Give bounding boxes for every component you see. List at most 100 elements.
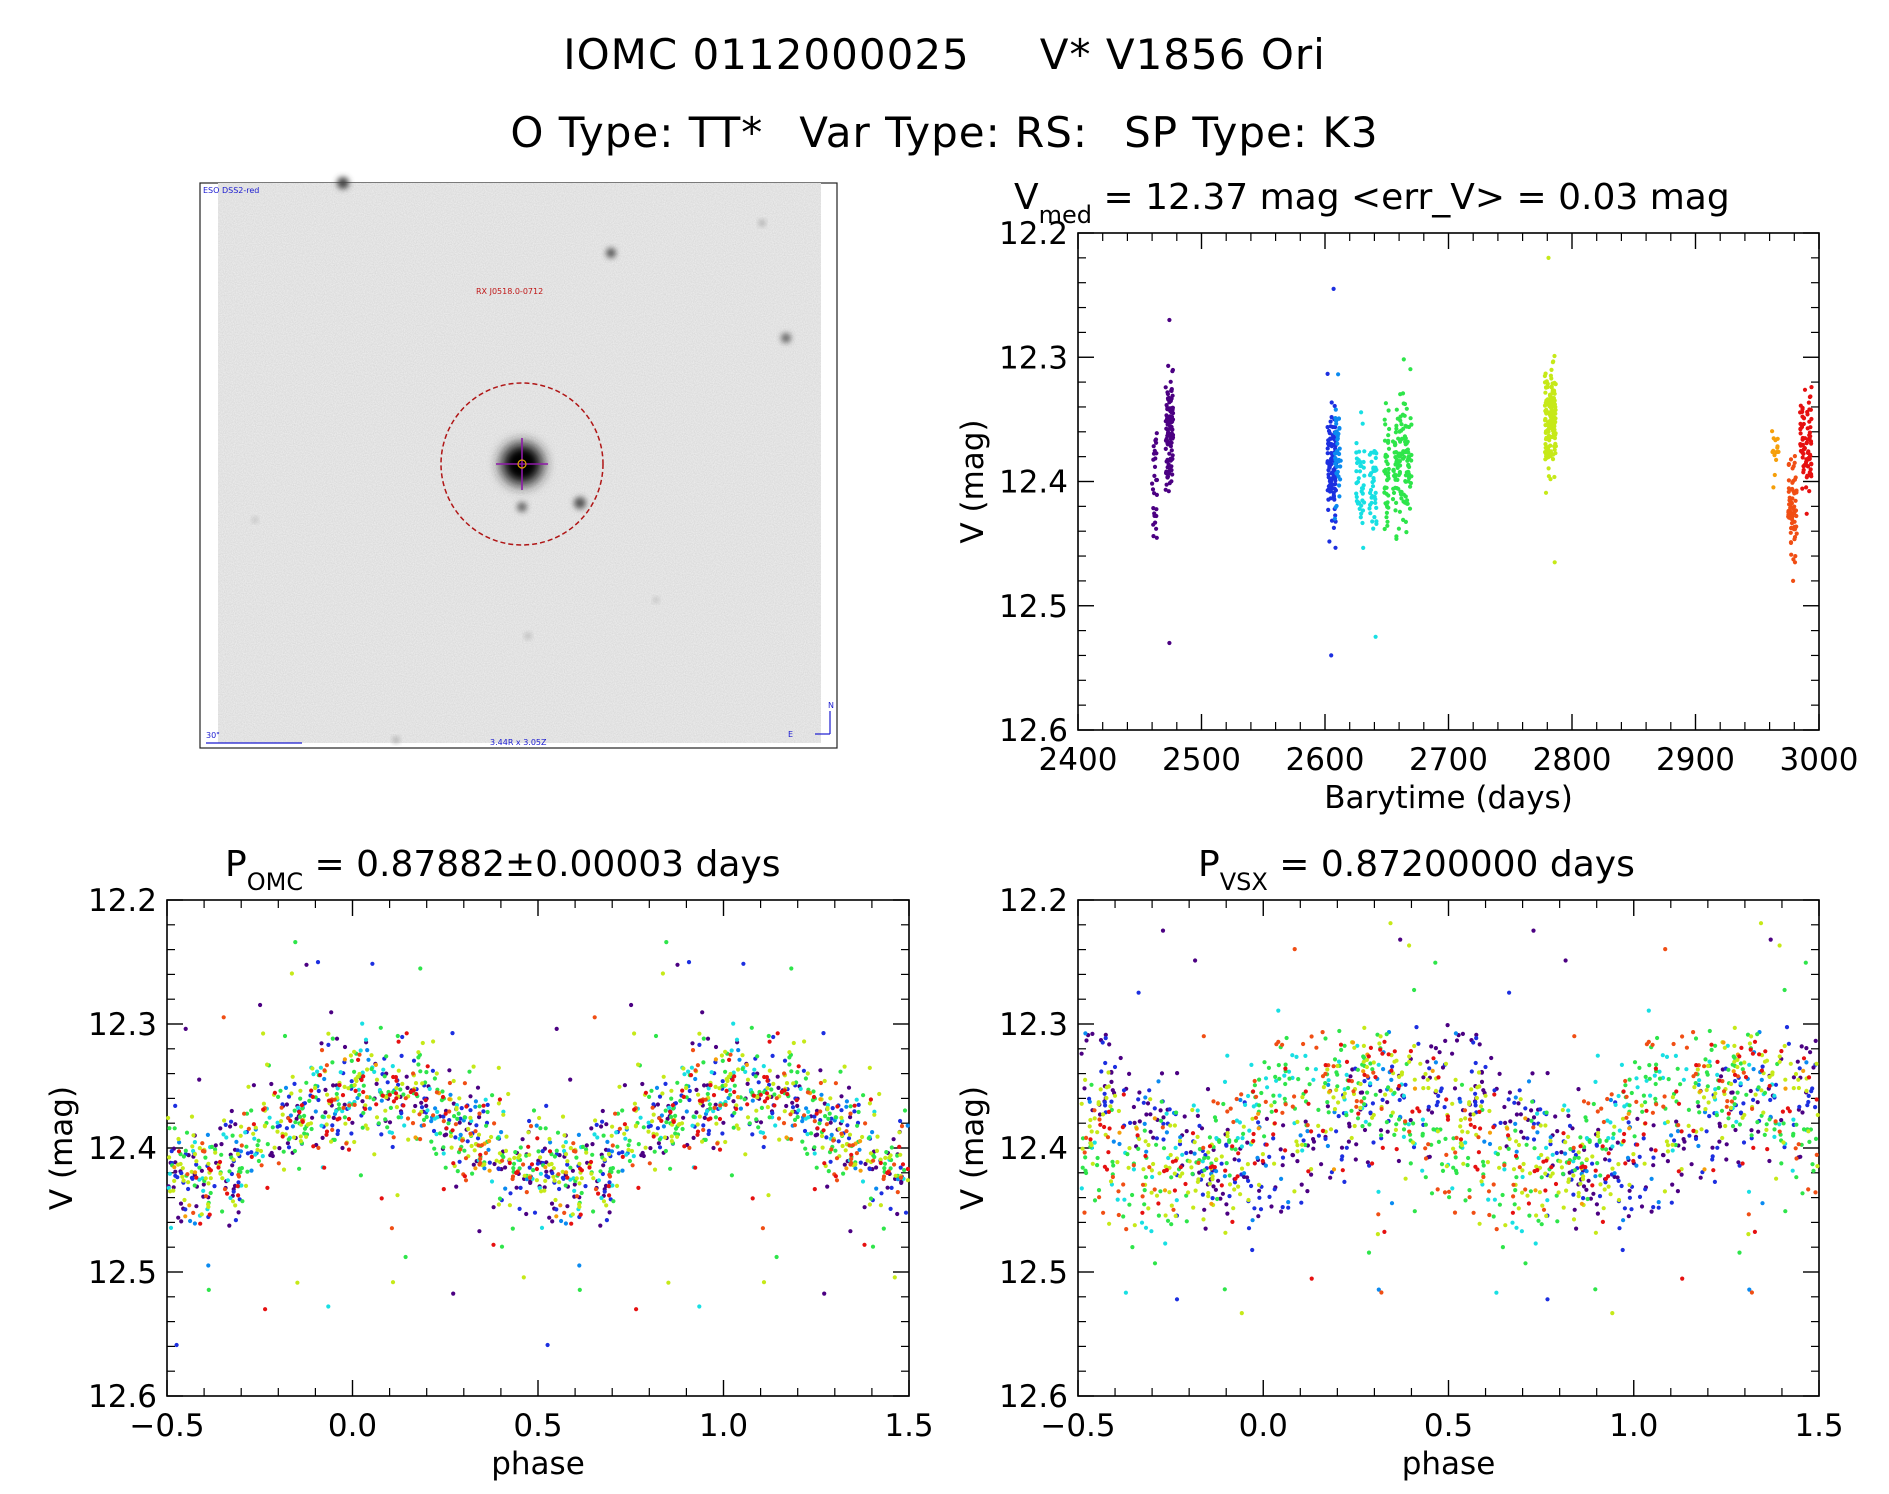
data-point (706, 1128, 712, 1133)
data-point (595, 1135, 600, 1140)
data-point (598, 1169, 603, 1174)
x-tick-label: −0.5 (1040, 1408, 1115, 1444)
data-point (1338, 458, 1343, 463)
data-point (1443, 1038, 1448, 1043)
data-point (1392, 1059, 1397, 1064)
data-point (1158, 1118, 1164, 1123)
y-axis-label: V (mag) (955, 419, 991, 543)
data-point (724, 1088, 729, 1093)
data-point (1122, 1197, 1127, 1202)
data-point (319, 1041, 324, 1046)
data-point (1311, 1077, 1316, 1082)
data-point (1523, 1261, 1528, 1266)
data-point (1653, 1148, 1658, 1153)
center-label: 3.44R x 3.05Z (490, 738, 547, 747)
data-point (1348, 1074, 1353, 1079)
data-point (1440, 1168, 1446, 1173)
data-point (656, 1141, 662, 1146)
data-point (216, 1165, 221, 1170)
data-point (842, 1162, 847, 1167)
data-point (330, 1036, 335, 1041)
data-point (1719, 1108, 1725, 1113)
data-point (1670, 1182, 1675, 1187)
data-point (1403, 1176, 1408, 1181)
data-point (496, 1166, 501, 1172)
data-point (1627, 1077, 1632, 1082)
data-point (701, 1060, 706, 1065)
data-point (1548, 373, 1553, 378)
data-point (1606, 1184, 1611, 1189)
data-point (450, 1031, 455, 1036)
data-point (1292, 1094, 1297, 1099)
data-point (610, 1143, 615, 1148)
x-axis-label: phase (491, 1446, 585, 1482)
data-point (665, 1116, 670, 1121)
data-point (659, 1118, 664, 1123)
data-point (1272, 1187, 1277, 1192)
data-point (800, 1119, 805, 1124)
data-point (842, 1064, 847, 1069)
data-point (231, 1157, 236, 1162)
data-point (1513, 1153, 1519, 1159)
data-point (708, 1083, 713, 1088)
data-point (777, 1137, 782, 1142)
data-point (818, 1080, 824, 1086)
data-point (1151, 534, 1156, 539)
data-point (281, 1149, 286, 1154)
data-point (1796, 1142, 1801, 1147)
data-point (440, 1089, 445, 1094)
data-point (1743, 1075, 1749, 1080)
data-point (839, 1131, 844, 1136)
data-point (441, 1151, 446, 1156)
data-point (812, 1119, 817, 1124)
data-point (1651, 1163, 1656, 1168)
data-point (249, 1108, 254, 1113)
data-point (1276, 1008, 1281, 1013)
data-point (1543, 1171, 1548, 1176)
data-point (391, 1135, 396, 1140)
data-point (1161, 1115, 1166, 1120)
data-point (201, 1188, 206, 1193)
data-point (1726, 1111, 1731, 1116)
data-point (872, 1154, 877, 1160)
data-point (1385, 1129, 1390, 1134)
data-point (1178, 1135, 1183, 1140)
data-point (1759, 1068, 1764, 1073)
data-point (421, 1117, 427, 1122)
data-point (517, 1206, 522, 1211)
data-point (1241, 1131, 1246, 1136)
data-point (1142, 1188, 1147, 1193)
data-point (1246, 1178, 1251, 1183)
data-point (1109, 1079, 1114, 1084)
data-point (1593, 1287, 1598, 1292)
data-point (593, 1118, 598, 1123)
data-point (472, 1148, 477, 1153)
data-point (1142, 1128, 1147, 1133)
data-point (1332, 1107, 1338, 1112)
data-point (1396, 473, 1401, 478)
data-point (787, 1050, 792, 1055)
data-point (666, 1280, 671, 1285)
data-point (1506, 1146, 1511, 1151)
data-point (579, 1190, 584, 1196)
data-point (1218, 1196, 1223, 1201)
data-point (1725, 1043, 1730, 1048)
data-point (280, 1102, 285, 1107)
data-point (1454, 1038, 1460, 1043)
data-point (1621, 1218, 1626, 1223)
data-point (1385, 478, 1390, 483)
data-point (326, 1042, 331, 1047)
data-point (558, 1203, 563, 1208)
data-point (1386, 446, 1392, 451)
data-point (1360, 1090, 1365, 1095)
data-point (1337, 1028, 1342, 1034)
data-point (1676, 1123, 1681, 1128)
data-point (476, 1132, 482, 1137)
data-point (1595, 1161, 1600, 1166)
data-point (1786, 486, 1791, 491)
data-point (761, 1064, 766, 1069)
data-point (1465, 1163, 1470, 1168)
data-point (1337, 446, 1342, 451)
data-point (1127, 1071, 1132, 1076)
data-point (1476, 1135, 1481, 1140)
